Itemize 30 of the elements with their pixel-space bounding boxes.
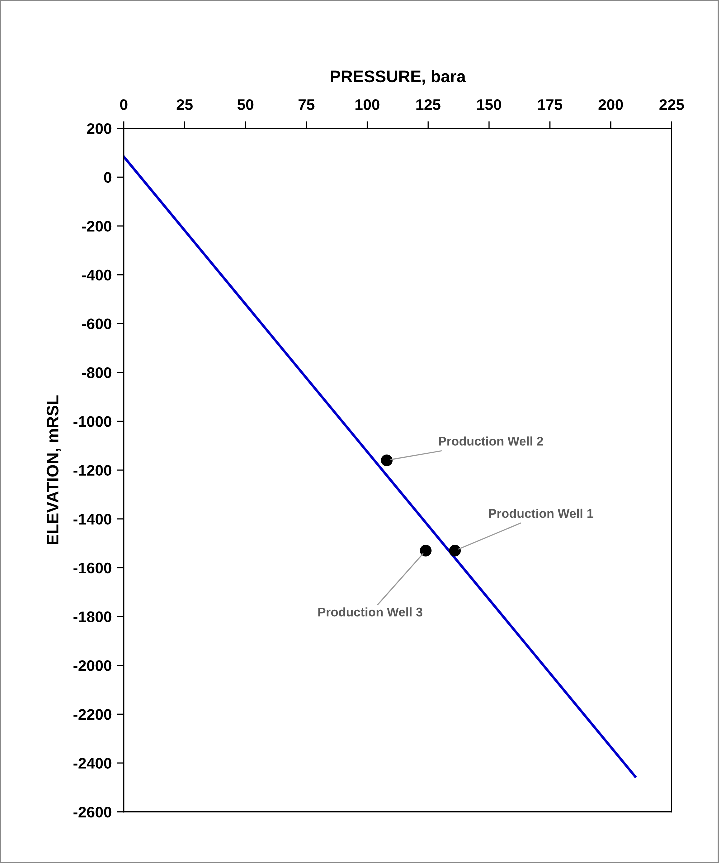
y-tick-label: 0 [104,172,112,184]
y-tick-label: -1400 [74,514,112,525]
y-tick-label: -2400 [74,758,112,769]
y-tick-label: -2000 [74,660,112,672]
x-tick-label: 225 [660,99,684,110]
x-tick-label: 50 [238,99,254,110]
x-tick-label: 125 [416,99,441,110]
y-tick-label: -200 [82,221,112,232]
x-tick-label: 150 [478,99,502,110]
y-tick-label: -2200 [74,709,112,720]
x-tick-label: 100 [356,99,380,110]
y-axis-title: ELEVATION, mRSL [46,396,62,544]
x-tick-label: 0 [120,99,128,110]
x-tick-label: 75 [298,100,315,110]
y-tick-label: -1800 [74,612,112,622]
y-tick-label: -2600 [74,806,112,818]
y-tick-label: -1000 [74,416,112,428]
y-tick-label: -400 [82,270,112,281]
x-axis-title: PRESSURE, bara [331,70,466,85]
x-tick-label: 25 [176,99,193,110]
y-tick-label: -1600 [74,562,112,574]
y-tick-label: -800 [82,368,112,378]
annotation: Production Well 1 [489,508,594,518]
y-tick-label: 200 [87,123,112,134]
y-tick-label: -1200 [74,465,112,476]
y-tick-label: -600 [82,318,112,330]
annotation: Production Well 3 [318,608,423,617]
x-tick-label: 200 [598,99,624,110]
x-tick-label: 175 [538,100,562,110]
annotation: Production Well 2 [439,436,544,446]
